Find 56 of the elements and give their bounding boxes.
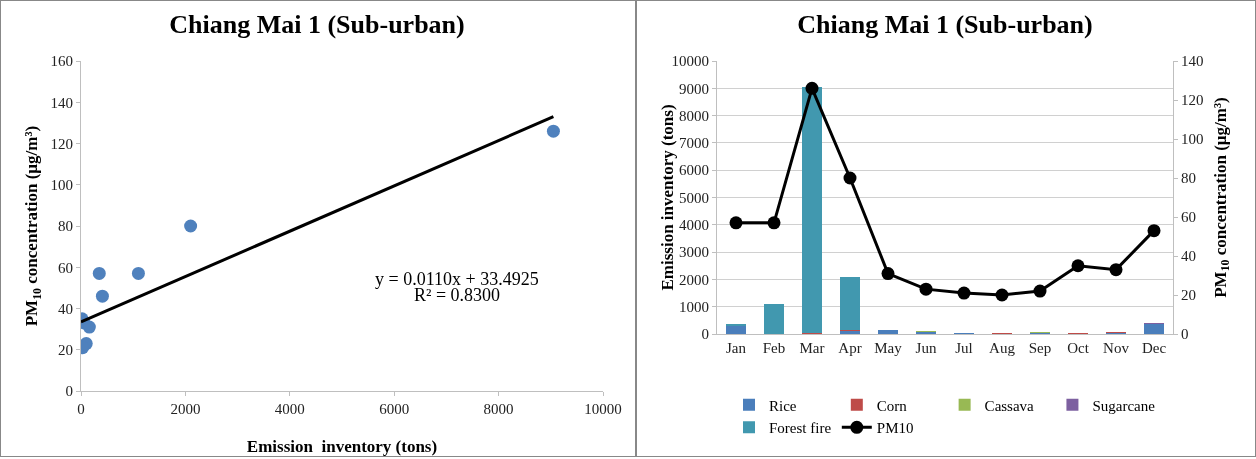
- legend-label: Sugarcane: [1092, 397, 1156, 414]
- chart-title: Chiang Mai 1 (Sub-urban): [169, 9, 465, 39]
- y-tick-label: 60: [58, 259, 73, 276]
- y2-tick-label: 20: [1181, 287, 1196, 304]
- x-tick-label: Dec: [1141, 340, 1167, 356]
- y-tick-label: 6000: [679, 162, 709, 179]
- y-tick-label: 10000: [671, 53, 709, 70]
- y2-tick-label: 100: [1181, 131, 1204, 148]
- y-tick-label: 0: [701, 326, 709, 343]
- y2-tick-label: 60: [1181, 209, 1196, 226]
- legend-label: Rice: [769, 397, 797, 414]
- x-tick-label: May: [874, 340, 903, 356]
- y2-tick-label: 0: [1181, 326, 1189, 343]
- y-tick-label: 100: [50, 177, 73, 193]
- legend-label: Cassava: [984, 397, 1035, 414]
- x-tick-label: 6000: [379, 401, 410, 417]
- y-tick-label: 4000: [679, 217, 709, 234]
- x-tick-label: 8000: [483, 401, 514, 417]
- y-axis-title: Emission inventory (tons): [658, 104, 677, 291]
- x-tick-label: Jun: [915, 340, 937, 356]
- x-tick-label: Jul: [955, 340, 973, 356]
- y-tick-label: 120: [50, 135, 73, 152]
- y2-tick-label: 120: [1181, 92, 1204, 109]
- y-tick-label: 1000: [679, 298, 709, 315]
- y-tick-label: 140: [50, 94, 73, 111]
- y-tick-label: 9000: [679, 80, 709, 97]
- y-tick-label: 8000: [679, 107, 709, 124]
- y2-tick-label: 80: [1181, 170, 1196, 187]
- y-tick-label: 160: [50, 53, 73, 70]
- x-tick-label: 10000: [584, 401, 622, 417]
- x-axis-title: Emission inventory (tons): [246, 437, 438, 456]
- x-tick-label: Apr: [838, 340, 862, 356]
- x-tick-label: Nov: [1103, 340, 1130, 356]
- y-tick-label: 20: [58, 342, 73, 358]
- y2-tick-label: 40: [1181, 248, 1196, 265]
- y-tick-label: 40: [58, 300, 73, 317]
- legend-label: Corn: [876, 397, 908, 414]
- x-tick-label: 0: [77, 401, 85, 417]
- x-tick-label: 4000: [274, 401, 305, 417]
- y-tick-label: 3000: [679, 244, 709, 261]
- y2-tick-label: 140: [1181, 53, 1204, 70]
- x-tick-label: Mar: [799, 340, 825, 356]
- x-tick-label: Jan: [726, 340, 747, 356]
- y-tick-label: 7000: [679, 135, 709, 152]
- x-tick-label: Oct: [1067, 340, 1090, 356]
- x-tick-label: Aug: [989, 340, 1016, 356]
- x-tick-label: 2000: [170, 401, 201, 417]
- y-tick-label: 80: [58, 218, 73, 235]
- x-tick-label: Feb: [762, 340, 786, 356]
- y-tick-label: 5000: [679, 189, 709, 206]
- x-tick-label: Sep: [1028, 340, 1052, 356]
- y-tick-label: 2000: [679, 271, 709, 288]
- legend-label: PM10: [876, 420, 914, 437]
- chart-title: Chiang Mai 1 (Sub-urban): [797, 9, 1093, 39]
- legend-label: Forest fire: [769, 420, 832, 437]
- y-tick-label: 0: [65, 383, 73, 400]
